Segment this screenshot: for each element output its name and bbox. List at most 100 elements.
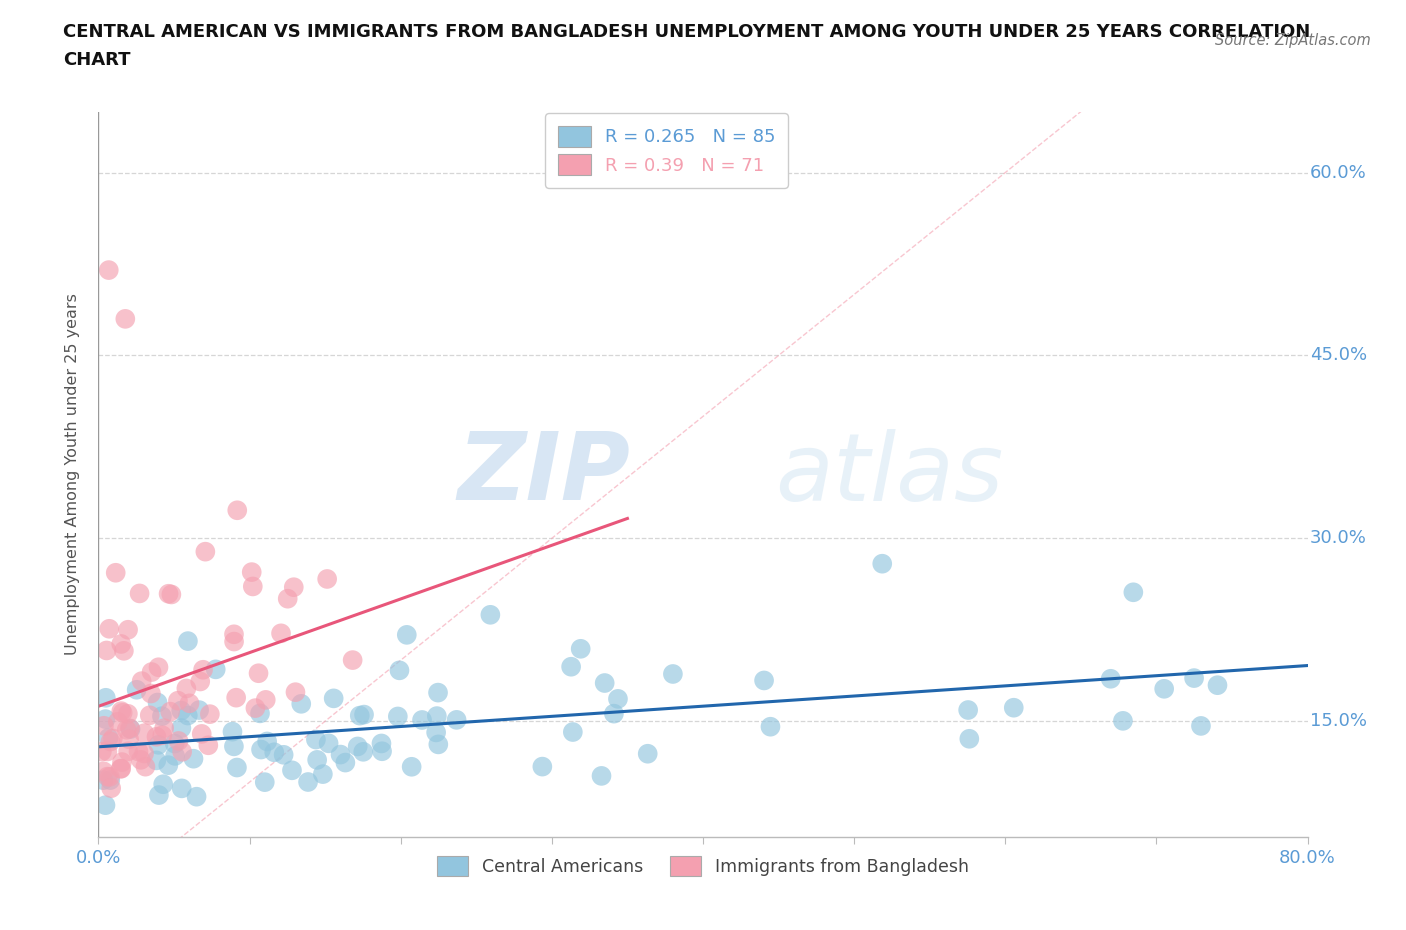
Point <box>125 683 148 698</box>
Point <box>225 690 247 705</box>
Point <box>312 766 335 781</box>
Point <box>148 788 170 803</box>
Point <box>388 663 411 678</box>
Point <box>222 739 245 754</box>
Legend: Central Americans, Immigrants from Bangladesh: Central Americans, Immigrants from Bangl… <box>430 849 976 883</box>
Point <box>322 691 344 706</box>
Point <box>479 607 502 622</box>
Point <box>1189 719 1212 734</box>
Point <box>222 634 245 649</box>
Point <box>346 739 368 754</box>
Point <box>110 704 132 719</box>
Point <box>117 744 139 759</box>
Point <box>94 690 117 705</box>
Point <box>96 643 118 658</box>
Point <box>146 695 169 710</box>
Point <box>349 708 371 723</box>
Point <box>335 755 357 770</box>
Point <box>152 777 174 791</box>
Point <box>1182 671 1205 685</box>
Point <box>94 798 117 813</box>
Point <box>204 662 226 677</box>
Point <box>531 759 554 774</box>
Point <box>150 709 173 724</box>
Point <box>134 725 156 740</box>
Point <box>284 684 307 699</box>
Point <box>118 721 141 736</box>
Point <box>250 742 273 757</box>
Point <box>93 718 115 733</box>
Point <box>167 693 190 708</box>
Point <box>197 737 219 752</box>
Point <box>446 712 468 727</box>
Point <box>752 673 775 688</box>
Point <box>371 744 394 759</box>
Point <box>427 737 450 751</box>
Point <box>1112 713 1135 728</box>
Point <box>263 745 285 760</box>
Point <box>118 732 141 747</box>
Point <box>100 781 122 796</box>
Point <box>957 702 980 717</box>
Point <box>188 674 211 689</box>
Point <box>401 759 423 774</box>
Point <box>1206 678 1229 693</box>
Point <box>112 644 135 658</box>
Point <box>159 704 181 719</box>
Point <box>110 761 132 776</box>
Point <box>307 752 329 767</box>
Point <box>127 744 149 759</box>
Point <box>170 703 193 718</box>
Point <box>316 572 339 587</box>
Point <box>607 691 630 706</box>
Point <box>591 768 613 783</box>
Point <box>221 724 243 739</box>
Point <box>273 748 295 763</box>
Point <box>98 769 121 784</box>
Point <box>157 758 180 773</box>
Point <box>352 744 374 759</box>
Point <box>277 591 299 606</box>
Y-axis label: Unemployment Among Youth under 25 years: Unemployment Among Youth under 25 years <box>65 293 80 656</box>
Text: atlas: atlas <box>776 429 1004 520</box>
Point <box>100 734 122 749</box>
Text: CENTRAL AMERICAN VS IMMIGRANTS FROM BANGLADESH UNEMPLOYMENT AMONG YOUTH UNDER 25: CENTRAL AMERICAN VS IMMIGRANTS FROM BANG… <box>63 23 1310 41</box>
Text: ZIP: ZIP <box>457 429 630 520</box>
Point <box>561 724 583 739</box>
Point <box>111 705 134 720</box>
Point <box>247 666 270 681</box>
Point <box>305 732 328 747</box>
Point <box>191 662 214 677</box>
Point <box>318 736 340 751</box>
Point <box>115 723 138 737</box>
Point <box>94 711 117 726</box>
Point <box>129 752 152 767</box>
Point <box>98 621 121 636</box>
Point <box>637 746 659 761</box>
Point <box>172 744 194 759</box>
Point <box>283 579 305 594</box>
Point <box>194 544 217 559</box>
Point <box>177 708 200 723</box>
Point <box>163 737 186 751</box>
Point <box>370 736 392 751</box>
Text: 45.0%: 45.0% <box>1310 347 1367 365</box>
Point <box>270 626 292 641</box>
Point <box>188 703 211 718</box>
Point <box>957 731 980 746</box>
Point <box>426 709 449 724</box>
Text: Source: ZipAtlas.com: Source: ZipAtlas.com <box>1215 33 1371 47</box>
Point <box>96 769 118 784</box>
Point <box>145 753 167 768</box>
Point <box>198 707 221 722</box>
Point <box>139 686 162 701</box>
Point <box>148 737 170 752</box>
Point <box>96 744 118 759</box>
Point <box>93 764 115 778</box>
Point <box>560 659 582 674</box>
Text: CHART: CHART <box>63 51 131 69</box>
Point <box>281 763 304 777</box>
Point <box>256 734 278 749</box>
Point <box>387 709 409 724</box>
Point <box>254 693 277 708</box>
